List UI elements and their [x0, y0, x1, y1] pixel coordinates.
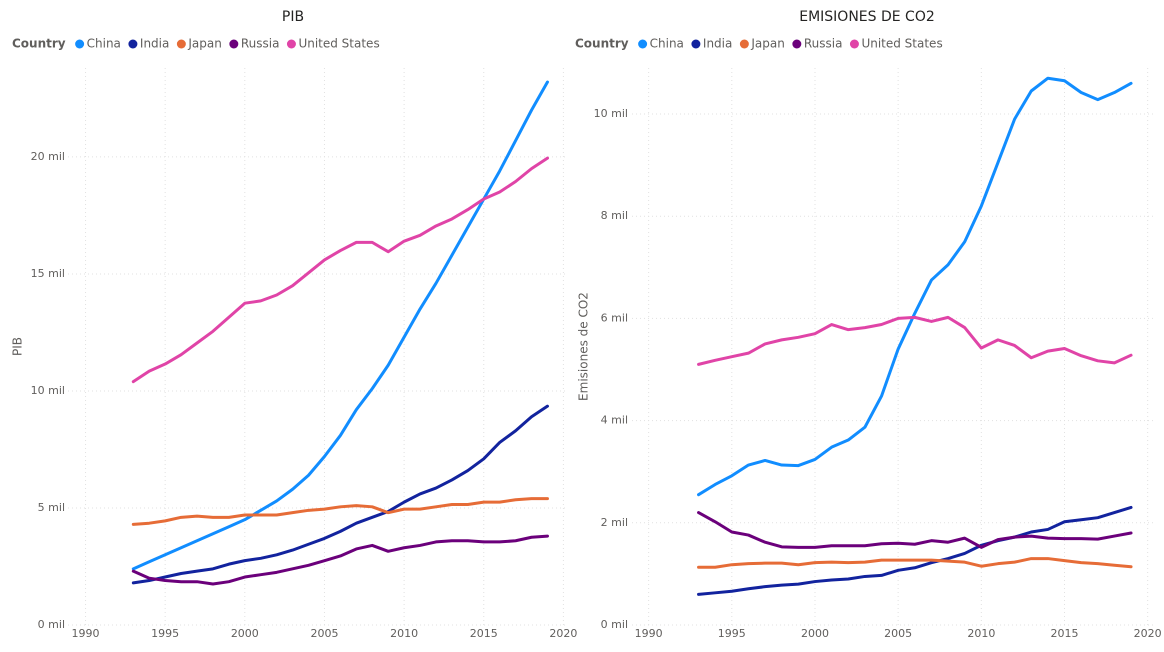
legend-title: Country — [575, 37, 629, 51]
legend-marker — [739, 39, 749, 49]
y-tick-label: 15 mil — [31, 267, 65, 280]
legend-title: Country — [12, 37, 66, 51]
legend-label: United States — [298, 37, 379, 51]
legend-label: United States — [861, 37, 942, 51]
legend-marker — [792, 39, 802, 49]
y-tick-label: 10 mil — [31, 384, 65, 397]
series-line — [131, 404, 549, 585]
x-tick-label: 2005 — [310, 627, 338, 640]
x-tick-label: 2015 — [1051, 627, 1079, 640]
legend-label: India — [703, 37, 732, 51]
legend-label: Japan — [750, 37, 784, 51]
x-tick-label: 2020 — [1134, 627, 1162, 640]
series-line — [131, 156, 549, 384]
x-tick-label: 1995 — [718, 627, 746, 640]
legend-label: Japan — [187, 37, 221, 51]
legend-marker — [176, 39, 186, 49]
legend-marker — [849, 39, 859, 49]
chart-title: EMISIONES DE CO2 — [799, 9, 935, 25]
legend-label: Russia — [804, 37, 843, 51]
y-tick-label: 10 mil — [594, 107, 628, 120]
y-tick-label: 0 mil — [601, 618, 628, 631]
y-axis-title: Emisiones de CO2 — [577, 292, 591, 401]
y-tick-label: 20 mil — [31, 150, 65, 163]
series-line — [131, 534, 549, 586]
x-tick-label: 1990 — [72, 627, 100, 640]
x-tick-label: 2015 — [470, 627, 498, 640]
y-tick-label: 2 mil — [601, 516, 628, 529]
legend-marker — [638, 39, 648, 49]
x-tick-label: 2005 — [884, 627, 912, 640]
y-tick-label: 6 mil — [601, 311, 628, 324]
x-tick-label: 2000 — [231, 627, 259, 640]
legend-marker — [286, 39, 296, 49]
y-tick-label: 5 mil — [38, 501, 65, 514]
series-line — [697, 511, 1133, 549]
legend-marker — [229, 39, 239, 49]
x-tick-label: 2000 — [801, 627, 829, 640]
x-tick-label: 2010 — [390, 627, 418, 640]
legend-label: China — [87, 37, 121, 51]
legend-label: India — [140, 37, 169, 51]
y-tick-label: 8 mil — [601, 209, 628, 222]
series-line — [131, 80, 549, 571]
y-tick-label: 0 mil — [38, 618, 65, 631]
series-line — [131, 497, 549, 526]
series-line — [697, 505, 1133, 596]
legend-label: China — [650, 37, 684, 51]
series-line — [697, 315, 1133, 366]
x-tick-label: 1990 — [635, 627, 663, 640]
x-tick-label: 1995 — [151, 627, 179, 640]
x-tick-label: 2010 — [967, 627, 995, 640]
x-tick-label: 2020 — [549, 627, 577, 640]
y-axis-title: PIB — [11, 337, 25, 356]
series-line — [697, 76, 1133, 497]
legend-label: Russia — [241, 37, 280, 51]
chart-title: PIB — [282, 9, 304, 25]
series-line — [697, 557, 1133, 569]
legend-marker — [75, 39, 85, 49]
legend-marker — [128, 39, 138, 49]
y-tick-label: 4 mil — [601, 414, 628, 427]
legend-marker — [691, 39, 701, 49]
